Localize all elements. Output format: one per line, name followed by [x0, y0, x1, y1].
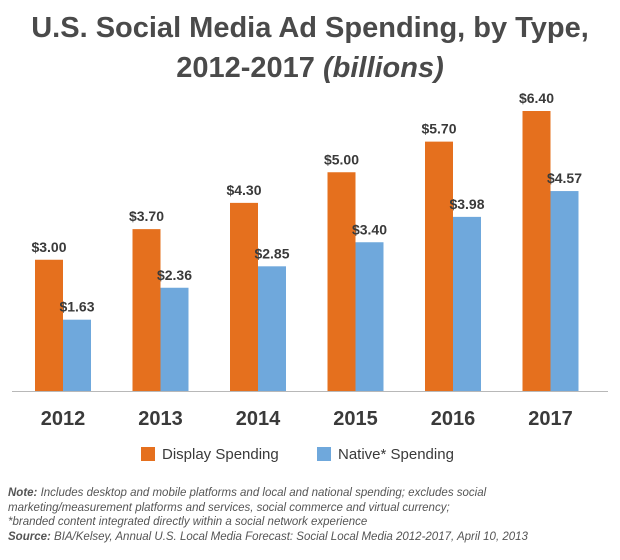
native-bar-2012 — [63, 319, 91, 391]
x-tick-label-2013: 2013 — [138, 408, 183, 430]
native-bar-2013 — [160, 287, 189, 391]
display-value-label-2013: $3.70 — [129, 208, 164, 224]
legend-label-display: Display Spending — [162, 446, 279, 463]
display-value-label-2017: $6.40 — [519, 90, 554, 106]
chart-title-units: (billions) — [322, 52, 444, 84]
chart-title: U.S. Social Media Ad Spending, by Type, … — [0, 8, 620, 88]
native-value-label-2015: $3.40 — [352, 221, 387, 237]
x-tick-label-2012: 2012 — [41, 408, 86, 430]
chart-title-years: 2012-2017 — [176, 52, 315, 84]
legend-swatch-display — [141, 447, 155, 461]
display-bar-2014 — [230, 202, 258, 391]
display-bar-2015 — [327, 172, 356, 391]
display-bar-2012 — [35, 259, 63, 391]
native-bar-2015 — [355, 242, 384, 391]
native-value-label-2014: $2.85 — [254, 245, 289, 261]
chart-title-line1: U.S. Social Media Ad Spending, by Type, — [31, 12, 589, 44]
source-line: Source: BIA/Kelsey, Annual U.S. Local Me… — [8, 530, 612, 545]
native-value-label-2017: $4.57 — [547, 170, 582, 186]
display-value-label-2016: $5.70 — [421, 121, 456, 137]
source-label: Source: — [8, 530, 51, 543]
source-text: BIA/Kelsey, Annual U.S. Local Media Fore… — [50, 530, 528, 543]
native-bar-2016 — [453, 216, 481, 391]
chart-title-line2: 2012-2017 (billions) — [0, 48, 620, 88]
x-tick-label-2016: 2016 — [431, 408, 476, 430]
legend-swatch-native — [317, 447, 331, 461]
display-bar-2013 — [132, 229, 161, 391]
x-tick-label-2015: 2015 — [333, 408, 378, 430]
native-bar-2014 — [258, 266, 286, 391]
note-line: Note: Includes desktop and mobile platfo… — [8, 486, 612, 515]
display-value-label-2012: $3.00 — [31, 239, 66, 255]
legend-label-native: Native* Spending — [338, 446, 454, 463]
x-tick-label-2017: 2017 — [528, 408, 573, 430]
note-label: Note: — [8, 487, 38, 499]
footnote: *branded content integrated directly wit… — [8, 516, 368, 528]
bar-chart: $3.00 $1.63 2012 $3.70 $2.36 2013 $4.30 $2.85 20… — [12, 90, 608, 463]
display-bar-2016 — [425, 141, 453, 391]
note-text: Includes desktop and mobile platforms an… — [8, 487, 487, 514]
display-value-label-2015: $5.00 — [324, 151, 359, 167]
x-tick-label-2014: 2014 — [236, 408, 281, 430]
display-bar-2017 — [522, 111, 551, 391]
native-value-label-2016: $3.98 — [449, 196, 484, 212]
chart-notes: Note: Includes desktop and mobile platfo… — [8, 486, 612, 544]
native-value-label-2012: $1.63 — [59, 299, 94, 315]
display-value-label-2014: $4.30 — [226, 182, 261, 198]
native-bar-2017 — [550, 191, 579, 391]
native-value-label-2013: $2.36 — [157, 267, 192, 283]
